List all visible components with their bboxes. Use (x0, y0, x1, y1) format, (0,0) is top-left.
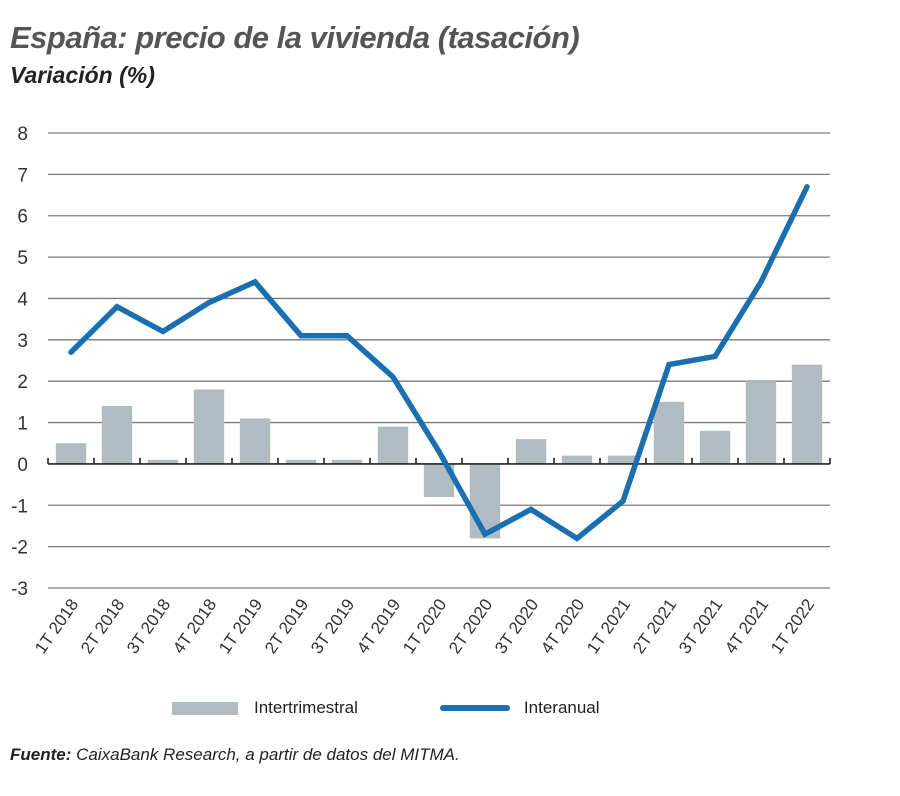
gridlines (48, 132, 830, 589)
chart-title: España: precio de la vivienda (tasación) (10, 20, 580, 55)
legend: Intertrimestral Interanual (172, 698, 682, 718)
y-tick-label: -3 (11, 579, 28, 600)
y-tick-label: -2 (11, 538, 28, 559)
x-tick-label: 3T 2021 (675, 595, 726, 657)
bar (101, 406, 133, 464)
legend-swatch-bar (172, 701, 238, 715)
x-tick-label: 4T 2020 (537, 595, 588, 657)
y-tick-label: 1 (17, 414, 28, 435)
legend-swatch-line (439, 705, 510, 711)
source-label: Fuente: (10, 745, 72, 764)
bar (515, 439, 547, 464)
x-tick-label: 1T 2021 (583, 595, 634, 657)
source-text: CaixaBank Research, a partir de datos de… (71, 745, 460, 764)
x-axis (47, 457, 831, 465)
x-tick-label: 2T 2021 (629, 595, 680, 657)
y-tick-label: 7 (17, 165, 28, 186)
bar (561, 455, 593, 464)
x-tick-label: 2T 2020 (445, 595, 496, 657)
bar (377, 426, 409, 464)
x-tick-label: 4T 2021 (721, 595, 772, 657)
y-tick-label: -1 (11, 496, 28, 517)
x-tick-label: 4T 2018 (169, 595, 220, 657)
line-series-interanual (68, 184, 810, 542)
legend-item-intertrimestral: Intertrimestral (172, 698, 358, 718)
y-tick-label: 2 (17, 372, 28, 393)
x-tick-label: 1T 2018 (31, 595, 82, 657)
bar (193, 389, 225, 464)
y-tick-label: 8 (17, 124, 28, 145)
bar-series-intertrimestral (55, 364, 823, 539)
y-tick-label: 0 (17, 455, 28, 476)
y-tick-label: 5 (17, 248, 28, 269)
x-tick-label: 1T 2019 (215, 595, 266, 657)
bar (55, 443, 87, 464)
legend-item-interanual: Interanual (439, 698, 600, 718)
bar (285, 459, 317, 464)
bar (331, 459, 363, 464)
y-tick-label: 4 (17, 289, 28, 310)
legend-label: Interanual (523, 698, 600, 717)
source-note: Fuente: CaixaBank Research, a partir de … (10, 745, 460, 765)
bar (745, 381, 777, 464)
x-tick-label: 2T 2019 (261, 595, 312, 657)
x-tick-label: 2T 2018 (77, 595, 128, 657)
bar (607, 455, 639, 464)
x-tick-label: 3T 2019 (307, 595, 358, 657)
bar (653, 401, 685, 464)
bar (699, 430, 731, 464)
series-line-interanual (68, 184, 810, 542)
y-axis-ticks: 8 7 6 5 4 3 2 1 0 -1 -2 -3 (11, 124, 28, 600)
x-tick-label: 3T 2018 (123, 595, 174, 657)
bar (147, 459, 179, 464)
legend-label: Intertrimestral (254, 698, 358, 717)
chart-subtitle: Variación (%) (10, 62, 155, 88)
y-tick-label: 6 (17, 207, 28, 228)
bar (791, 364, 823, 464)
x-tick-label: 4T 2019 (353, 595, 404, 657)
x-tick-label: 1T 2020 (399, 595, 450, 657)
y-tick-label: 3 (17, 331, 28, 352)
bar (239, 418, 271, 464)
x-tick-label: 3T 2020 (491, 595, 542, 657)
x-tick-label: 1T 2022 (767, 595, 818, 657)
